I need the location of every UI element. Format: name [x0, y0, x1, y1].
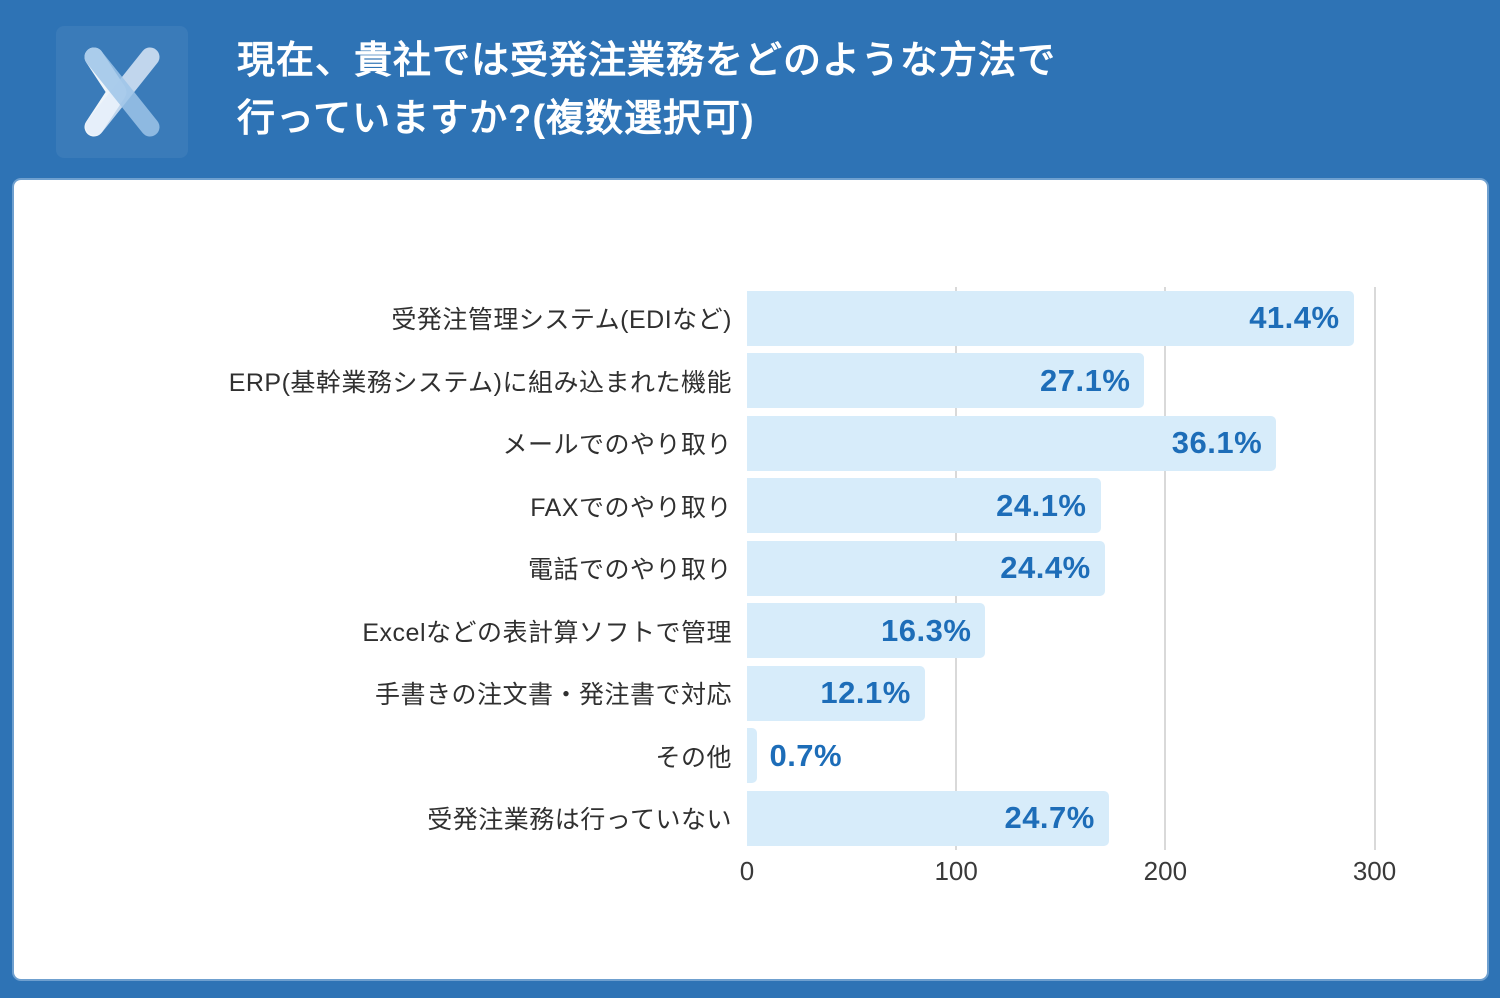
chart-row: 受発注管理システム(EDIなど) 41.4% [14, 287, 1474, 350]
bar-track: 27.1% [747, 353, 1431, 409]
bar-track: 41.4% [747, 290, 1431, 346]
bar: 0.7% [747, 728, 842, 784]
bar: 16.3% [747, 603, 986, 659]
bar-chart: 受発注管理システム(EDIなど) 41.4% ERP(基幹業務システム)に組み込まれ… [14, 287, 1474, 850]
x-axis: 0 100 200 300 [740, 856, 1431, 892]
bar-track: 24.1% [747, 478, 1431, 534]
category-label: 手書きの注文書・発注書で対応 [374, 681, 732, 710]
bar: 24.1% [747, 478, 1101, 534]
header: 現在、貴社では受発注業務をどのような方法で 行っていますか?(複数選択可) [0, 0, 1500, 180]
question-title: 現在、貴社では受発注業務をどのような方法で 行っていますか?(複数選択可) [237, 32, 1056, 148]
chart-row: 手書きの注文書・発注書で対応 12.1% [14, 662, 1474, 725]
gridline-200 [1164, 287, 1167, 850]
chart-row: Excelなどの表計算ソフトで管理 16.3% [14, 600, 1474, 663]
bar-track: 24.7% [747, 790, 1431, 846]
bar: 24.4% [747, 540, 1105, 596]
chart-row: ERP(基幹業務システム)に組み込まれた機能 27.1% [14, 350, 1474, 413]
bar: 36.1% [747, 415, 1277, 471]
question-title-line2: 行っていますか?(複数選択可) [237, 98, 755, 140]
category-label: ERP(基幹業務システム)に組み込まれた機能 [228, 368, 732, 397]
bar-track: 12.1% [747, 665, 1431, 721]
bar: 12.1% [747, 665, 925, 721]
value-label: 36.1% [1171, 425, 1263, 461]
x-tick-label: 200 [1143, 856, 1188, 886]
chart-row: FAXでのやり取り 24.1% [14, 475, 1474, 538]
value-label: 16.3% [881, 612, 972, 648]
category-label: 電話でのやり取り [527, 556, 732, 585]
gridline-300 [1373, 287, 1376, 850]
bar: 24.7% [747, 790, 1109, 846]
value-label: 41.4% [1249, 300, 1340, 336]
bar: 41.4% [747, 290, 1354, 346]
category-label: FAXでのやり取り [530, 493, 732, 522]
bar-track: 0.7% [747, 728, 1431, 784]
chart-row: 電話でのやり取り 24.4% [14, 537, 1474, 600]
x-mark-logo-icon [84, 47, 160, 137]
value-label: 12.1% [820, 675, 911, 711]
chart-card: 受発注管理システム(EDIなど) 41.4% ERP(基幹業務システム)に組み込まれ… [14, 180, 1487, 979]
bar-track: 24.4% [747, 540, 1431, 596]
value-label: 0.7% [769, 737, 843, 773]
chart-row: 受発注業務は行っていない 24.7% [14, 787, 1474, 850]
x-tick-label: 100 [934, 856, 978, 886]
category-label: Excelなどの表計算ソフトで管理 [362, 618, 732, 647]
value-label: 24.7% [1004, 800, 1095, 836]
chart-row: メールでのやり取り 36.1% [14, 412, 1474, 475]
question-title-line1: 現在、貴社では受発注業務をどのような方法で [237, 40, 1057, 82]
x-tick-label: 300 [1352, 856, 1397, 886]
category-label: その他 [655, 743, 732, 772]
logo-tile [56, 26, 188, 158]
category-label: 受発注業務は行っていない [427, 806, 732, 835]
bar-track: 36.1% [747, 415, 1431, 471]
category-label: メールでのやり取り [502, 431, 732, 460]
value-label: 27.1% [1040, 362, 1131, 398]
value-label: 24.1% [996, 487, 1087, 523]
x-tick-label: 0 [739, 856, 755, 886]
bar: 27.1% [747, 353, 1145, 409]
chart-row: その他 0.7% [14, 725, 1474, 788]
bar-track: 16.3% [747, 603, 1431, 659]
value-label: 24.4% [1000, 550, 1091, 586]
category-label: 受発注管理システム(EDIなど) [391, 306, 732, 335]
